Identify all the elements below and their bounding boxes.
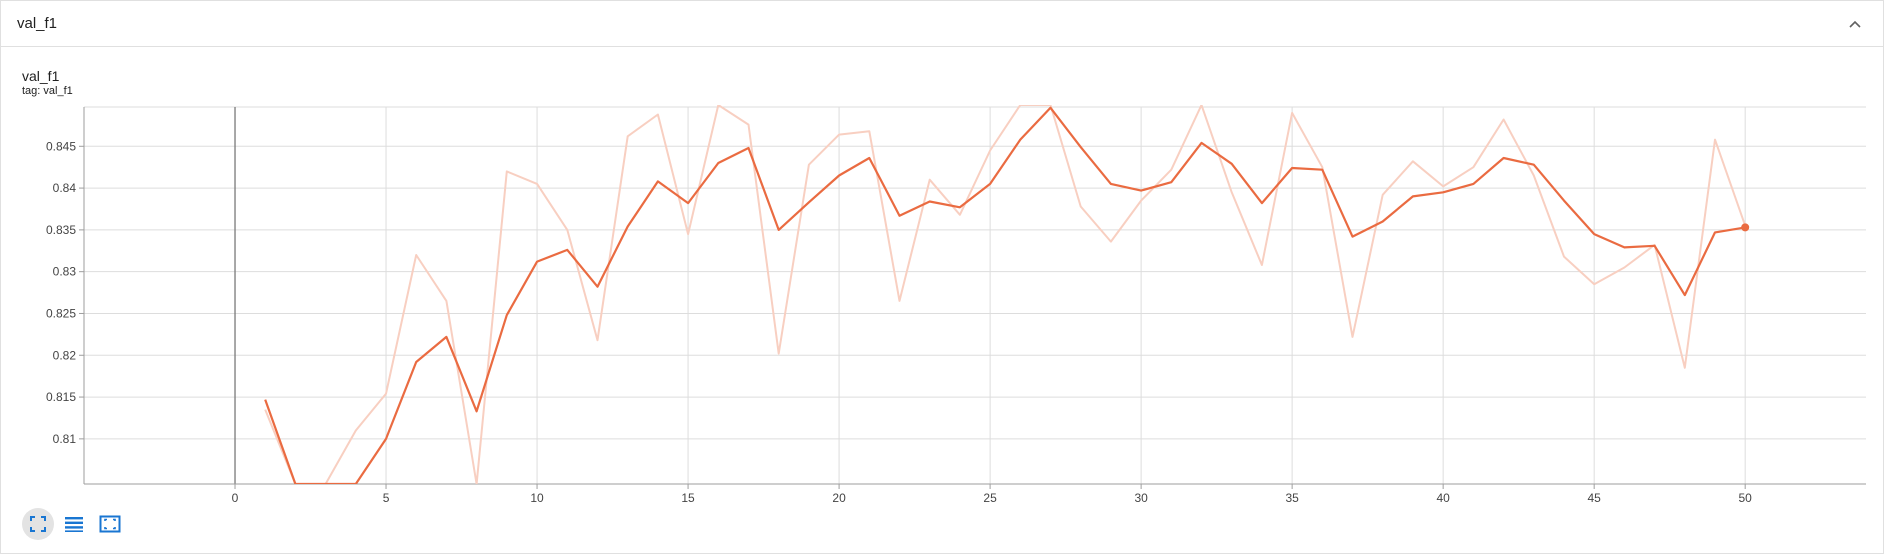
fullscreen-icon — [30, 516, 46, 532]
y-tick-label: 0.81 — [53, 432, 77, 446]
x-tick-label: 0 — [232, 491, 239, 505]
tick-labels: 0.81 0.815 0.82 0.825 0.83 0.835 0.84 0.845 0 5 10… — [46, 139, 1752, 505]
select-icon — [99, 515, 121, 533]
y-tick-label: 0.845 — [46, 139, 76, 153]
x-tick-label: 25 — [983, 491, 997, 505]
plot-title: val_f1 — [22, 68, 60, 84]
x-tick-label: 5 — [383, 491, 390, 505]
card-title: val_f1 — [17, 15, 58, 32]
toggle-log-button[interactable] — [58, 508, 90, 540]
x-tick-label: 10 — [530, 491, 544, 505]
smoothed-series-line — [264, 106, 1746, 484]
data-selection-button[interactable] — [94, 508, 126, 540]
plot-header: val_f1 tag: val_f1 — [22, 68, 73, 98]
axes — [79, 107, 1866, 489]
x-tick-label: 30 — [1134, 491, 1148, 505]
y-tick-label: 0.825 — [46, 306, 76, 320]
x-tick-label: 45 — [1587, 491, 1601, 505]
y-tick-label: 0.83 — [53, 265, 77, 279]
last-point-marker — [1741, 223, 1750, 232]
x-tick-label: 15 — [681, 491, 695, 505]
list-icon — [65, 517, 83, 532]
series — [264, 105, 1750, 484]
x-tick-label: 40 — [1436, 491, 1450, 505]
plot-tag: tag: val_f1 — [22, 85, 73, 97]
x-tick-label: 20 — [832, 491, 846, 505]
grid — [84, 106, 1866, 484]
card-header: val_f1 — [1, 1, 1883, 47]
chevron-up-icon — [1849, 20, 1861, 28]
x-tick-label: 50 — [1739, 491, 1753, 505]
line-chart[interactable]: 0.81 0.815 0.82 0.825 0.83 0.835 0.84 0.845 0 5 10… — [0, 0, 1886, 510]
chart-toolbar — [22, 508, 126, 540]
y-tick-label: 0.835 — [46, 223, 76, 237]
y-tick-label: 0.815 — [46, 390, 76, 404]
x-tick-label: 35 — [1285, 491, 1299, 505]
raw-series-line — [264, 105, 1747, 484]
fit-domain-button[interactable] — [22, 508, 54, 540]
collapse-button[interactable] — [1843, 12, 1867, 36]
y-tick-label: 0.84 — [53, 181, 77, 195]
y-tick-label: 0.82 — [53, 348, 77, 362]
